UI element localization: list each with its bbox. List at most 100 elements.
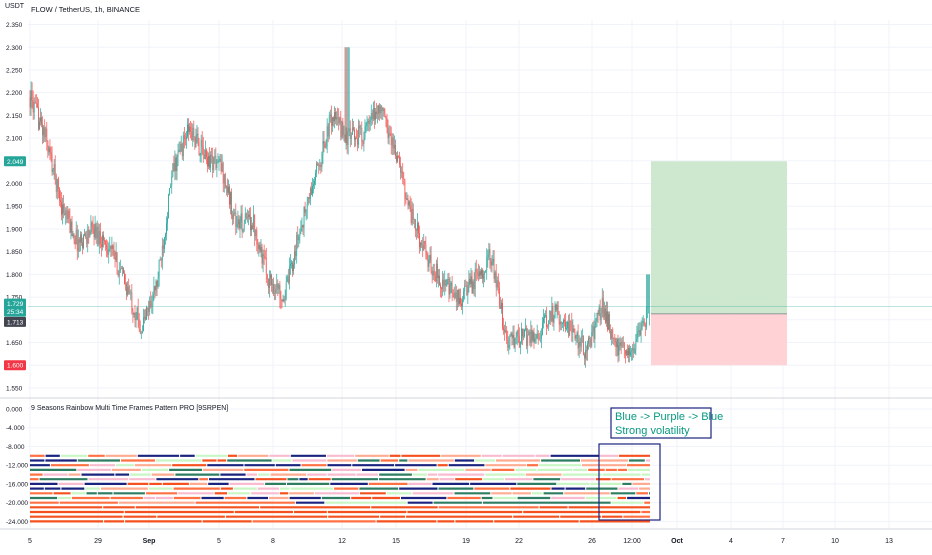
candle-body bbox=[125, 283, 126, 285]
candle-body bbox=[393, 145, 395, 149]
candle-body bbox=[323, 140, 325, 144]
candle-body bbox=[196, 133, 198, 135]
candle-body bbox=[512, 334, 514, 338]
candle-body bbox=[263, 254, 265, 257]
candle-body bbox=[221, 163, 223, 172]
indicator-axis-tick-label: -20.000 bbox=[6, 500, 28, 507]
candle-body bbox=[368, 120, 370, 124]
candle-body bbox=[208, 155, 209, 167]
candle-body bbox=[424, 241, 426, 245]
candle-body bbox=[293, 264, 294, 272]
candle-body bbox=[154, 286, 156, 291]
candle-body bbox=[168, 194, 169, 218]
price-label: 25:34 bbox=[7, 309, 24, 316]
candle-body bbox=[643, 320, 645, 325]
candle-body bbox=[535, 338, 537, 339]
candle-body bbox=[155, 281, 157, 291]
candle-body bbox=[62, 204, 63, 215]
price-label-bg bbox=[4, 298, 26, 309]
candle-body bbox=[181, 144, 183, 157]
candle-body bbox=[207, 157, 208, 167]
candle-body bbox=[172, 163, 174, 177]
candle-body bbox=[101, 244, 102, 247]
candle-body bbox=[553, 318, 555, 323]
candle-body bbox=[313, 184, 314, 186]
candle-body bbox=[561, 323, 563, 324]
candle-body bbox=[90, 222, 92, 232]
candle-body bbox=[569, 320, 571, 336]
candle-body bbox=[401, 171, 403, 173]
candle-body bbox=[439, 275, 440, 286]
candle-body bbox=[488, 249, 490, 255]
candle-body bbox=[167, 217, 168, 224]
candle-body bbox=[265, 257, 267, 274]
candle-body bbox=[441, 287, 442, 289]
take-profit-zone[interactable] bbox=[651, 161, 787, 314]
candle-body bbox=[111, 245, 113, 249]
candle-body bbox=[120, 268, 122, 269]
price-axis-tick-label: 1.850 bbox=[6, 249, 23, 256]
candle-body bbox=[35, 102, 37, 104]
stop-loss-zone[interactable] bbox=[651, 313, 787, 366]
candle-body bbox=[248, 214, 249, 218]
candle-body bbox=[596, 313, 598, 321]
candle-body bbox=[234, 212, 236, 213]
indicator-axis-tick-label: 0.000 bbox=[6, 407, 23, 414]
candle-body bbox=[71, 221, 73, 236]
candle-body bbox=[474, 269, 476, 289]
candle-body bbox=[133, 313, 135, 315]
candle-body bbox=[281, 299, 283, 302]
candle-body bbox=[374, 108, 375, 120]
time-axis-tick-label: 4 bbox=[729, 538, 733, 545]
candle-body bbox=[77, 239, 79, 251]
candle-body bbox=[633, 348, 635, 354]
candle-body bbox=[72, 234, 74, 236]
candle-body bbox=[253, 215, 255, 229]
annotation-line-2: Strong volatility bbox=[615, 425, 690, 437]
candle-body bbox=[363, 138, 365, 144]
candle-body bbox=[501, 303, 502, 309]
candle-body bbox=[261, 246, 263, 264]
candle-body bbox=[395, 145, 396, 156]
candle-body bbox=[320, 164, 322, 168]
candle-body bbox=[157, 277, 159, 287]
indicator-title[interactable]: 9 Seasons Rainbow Multi Time Frames Patt… bbox=[31, 405, 228, 412]
candle-body bbox=[43, 127, 45, 136]
candle-body bbox=[540, 334, 542, 339]
candle-body bbox=[97, 226, 99, 245]
candle-body bbox=[539, 338, 541, 340]
candle-body bbox=[115, 252, 117, 261]
candle-body bbox=[455, 292, 457, 302]
candle-body bbox=[67, 210, 69, 219]
candle-body bbox=[627, 350, 628, 356]
candle-body bbox=[233, 212, 235, 219]
candle-body bbox=[490, 260, 492, 266]
time-axis-tick-label: 12:00 bbox=[623, 538, 641, 545]
candle-body bbox=[271, 274, 272, 285]
price-label-bg bbox=[4, 316, 26, 327]
candle-body bbox=[599, 307, 601, 320]
candle-body bbox=[379, 105, 381, 114]
candle-body bbox=[442, 279, 444, 289]
candle-body bbox=[549, 310, 551, 321]
candle-body bbox=[209, 155, 210, 168]
candle-body bbox=[595, 320, 597, 322]
candle-body bbox=[182, 135, 184, 157]
candle-body bbox=[375, 111, 376, 120]
price-axis-tick-label: 1.950 bbox=[6, 204, 23, 211]
candle-body bbox=[481, 269, 482, 276]
candle-body bbox=[201, 139, 203, 147]
candle-body bbox=[103, 235, 104, 241]
candle-body bbox=[96, 226, 98, 239]
candle-body bbox=[567, 322, 568, 329]
candle-body bbox=[66, 210, 68, 219]
candle-body bbox=[279, 284, 281, 299]
candle-body bbox=[589, 338, 591, 339]
candle-body bbox=[327, 126, 329, 137]
symbol-title[interactable]: FLOW / TetherUS, 1h, BINANCE bbox=[31, 5, 140, 14]
time-axis-tick-label: 19 bbox=[462, 538, 470, 545]
candle-body bbox=[304, 206, 306, 213]
candle-body bbox=[639, 330, 641, 336]
candle-body bbox=[471, 276, 473, 294]
